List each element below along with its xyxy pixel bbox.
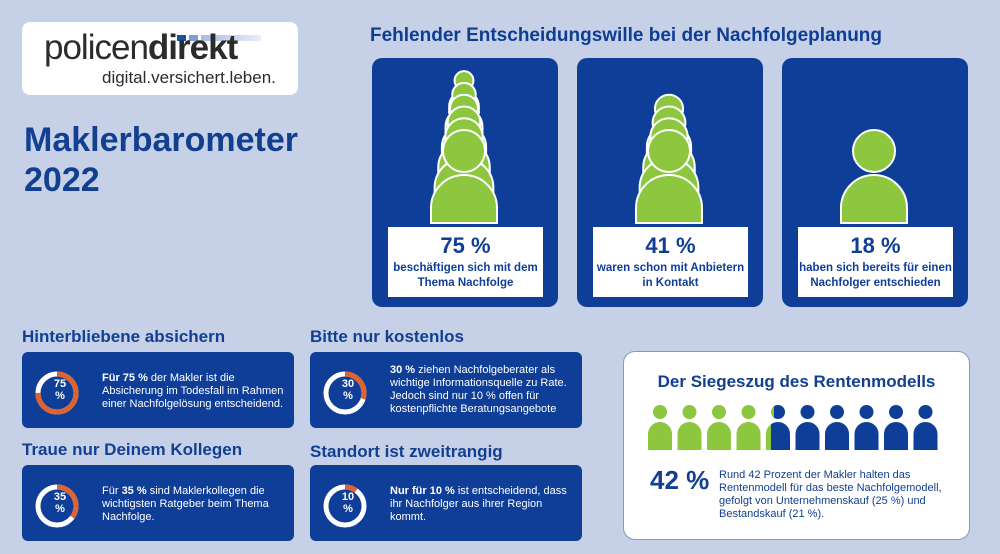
donut-label: 35% xyxy=(53,491,67,515)
donut-chart xyxy=(323,371,367,415)
panel-text: 30 % ziehen Nachfolgeberater als wichtig… xyxy=(390,364,567,415)
person-body xyxy=(635,174,703,224)
panel-heading: Bitte nur kostenlos xyxy=(310,327,464,346)
stat-card: 41 % waren schon mit Anbietern in Kontakt xyxy=(577,58,763,307)
person-icon xyxy=(736,405,761,450)
donut-label: 75% xyxy=(53,378,67,402)
stat-value: 41 % xyxy=(645,233,696,258)
page-title: Maklerbarometer 2022 xyxy=(24,121,299,199)
stat-label: beschäftigen sich mit dem Thema Nachfolg… xyxy=(393,262,538,289)
logo-square xyxy=(189,35,198,41)
logo-square xyxy=(177,35,186,41)
rentenmodell-value: 42 % xyxy=(650,465,710,495)
person-body xyxy=(840,174,908,224)
donut-arc xyxy=(35,484,79,528)
panel-heading: Standort ist zweitrangig xyxy=(310,442,503,461)
people-stack-icon xyxy=(635,93,703,224)
logo: policendirekt digital.versichert.leben. xyxy=(22,22,298,95)
person-head xyxy=(442,129,486,173)
stat-card: 18 % haben sich bereits für einen Nachfol… xyxy=(782,58,968,307)
donut-label: 10% xyxy=(341,491,355,515)
people-stack-icon xyxy=(430,70,498,224)
card-title: Der Siegeszug des Rentenmodells xyxy=(657,372,936,391)
person-icon xyxy=(884,405,908,450)
people-row-chart xyxy=(648,405,938,450)
rentenmodell-card: Der Siegeszug des Rentenmodells 42 % Run… xyxy=(623,351,970,540)
stat-value: 75 % xyxy=(440,233,491,258)
panel-heading: Hinterbliebene absichern xyxy=(22,327,226,346)
person-icon xyxy=(707,405,731,450)
info-panel: 30% 30 % ziehen Nachfolgeberater als wic… xyxy=(310,352,582,428)
person-body xyxy=(430,174,498,224)
donut-chart xyxy=(323,484,367,528)
person-icon xyxy=(795,405,820,450)
info-panel: 75% Für 75 % der Makler ist die Absicher… xyxy=(22,352,294,428)
person-icon xyxy=(913,405,938,450)
logo-bar xyxy=(201,35,261,41)
person-head xyxy=(647,129,691,173)
stat-label: haben sich bereits für einen Nachfolger … xyxy=(799,262,952,289)
panel-text: Nur für 10 % ist entscheidend, dass ihr … xyxy=(390,485,567,523)
stat-card: 75 % beschäftigen sich mit dem Thema Nach… xyxy=(372,58,558,307)
logo-tagline: digital.versichert.leben. xyxy=(102,68,276,87)
donut-chart xyxy=(35,484,79,528)
panel-text: Für 75 % der Makler ist die Absicherung … xyxy=(102,372,284,410)
person-icon xyxy=(766,405,790,450)
person-head xyxy=(852,129,896,173)
person-icon xyxy=(677,405,702,450)
section-title: Fehlender Entscheidungswille bei der Nac… xyxy=(370,25,883,46)
person-icon xyxy=(825,405,849,450)
panel-heading: Traue nur Deinem Kollegen xyxy=(22,440,243,459)
donut-arc xyxy=(323,371,367,415)
panel-text: Für 35 % sind Maklerkollegen die wichtig… xyxy=(102,485,269,523)
donut-label: 30% xyxy=(341,378,355,402)
rentenmodell-description: Rund 42 Prozent der Makler halten das Re… xyxy=(719,469,942,520)
info-panel: 35% Für 35 % sind Maklerkollegen die wic… xyxy=(22,465,294,541)
info-panel: 10% Nur für 10 % ist entscheidend, dass … xyxy=(310,465,582,541)
stat-value: 18 % xyxy=(850,233,901,258)
stat-label: waren schon mit Anbietern in Kontakt xyxy=(596,262,745,289)
person-icon xyxy=(648,405,672,450)
donut-chart xyxy=(35,371,79,415)
donut-arc xyxy=(35,371,79,415)
logo-wordmark: policendirekt xyxy=(44,28,238,67)
donut-arc xyxy=(323,484,367,528)
person-icon xyxy=(854,405,879,450)
person-icon xyxy=(840,129,908,224)
